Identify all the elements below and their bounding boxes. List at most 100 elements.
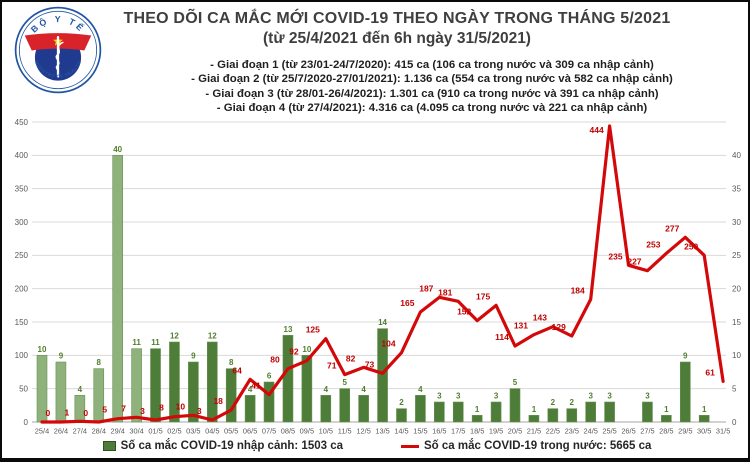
x-axis-day-label: 12/5 bbox=[356, 427, 370, 436]
x-axis-day-label: 08/5 bbox=[281, 427, 295, 436]
right-axis-tick-label: 15 bbox=[732, 318, 741, 327]
bar-value-label: 40 bbox=[113, 145, 122, 154]
note-phase-2: - Giai đoạn 2 (từ 25/7/2020-27/01/2021):… bbox=[191, 73, 673, 86]
domestic-cases-swatch-icon bbox=[401, 444, 419, 448]
x-axis-day-label: 28/5 bbox=[659, 427, 673, 436]
right-axis-tick-label: 30 bbox=[732, 218, 741, 227]
line-value-label: 235 bbox=[608, 251, 622, 261]
x-axis-day-label: 04/5 bbox=[205, 427, 219, 436]
bar-value-label: 1 bbox=[475, 405, 480, 414]
x-axis-day-label: 23/5 bbox=[565, 427, 579, 436]
line-value-label: 5 bbox=[102, 405, 107, 415]
left-axis-tick-label: 250 bbox=[15, 251, 29, 260]
line-value-label: 73 bbox=[365, 359, 375, 369]
right-axis-tick-label: 5 bbox=[732, 384, 737, 393]
imported-cases-bar bbox=[679, 361, 691, 423]
left-axis-tick-label: 0 bbox=[24, 418, 29, 427]
x-axis-day-label: 31/5 bbox=[716, 427, 730, 436]
bar-value-label: 1 bbox=[532, 405, 537, 414]
line-value-label: 165 bbox=[400, 298, 414, 308]
imported-cases-bar bbox=[471, 415, 483, 423]
x-axis-day-label: 10/5 bbox=[319, 427, 333, 436]
bar-value-label: 2 bbox=[551, 398, 556, 407]
x-axis-day-label: 26/4 bbox=[54, 427, 68, 436]
imported-cases-bar bbox=[282, 335, 294, 423]
line-value-label: 61 bbox=[705, 367, 715, 377]
x-axis-day-label: 30/4 bbox=[129, 427, 143, 436]
x-axis-day-label: 21/5 bbox=[527, 427, 541, 436]
imported-cases-bar bbox=[396, 408, 407, 423]
line-value-label: 277 bbox=[665, 223, 679, 233]
imported-cases-bar bbox=[661, 415, 672, 423]
x-axis-day-label: 05/5 bbox=[224, 427, 238, 436]
bar-value-label: 8 bbox=[97, 358, 102, 367]
left-axis-tick-label: 150 bbox=[15, 318, 29, 327]
line-value-label: 3 bbox=[197, 406, 202, 416]
line-value-label: 104 bbox=[381, 339, 395, 349]
legend-imported-label: Số ca mắc COVID-19 nhập cảnh: 1503 ca bbox=[120, 440, 343, 452]
imported-cases-bar bbox=[528, 415, 540, 423]
x-axis-day-label: 22/5 bbox=[546, 427, 560, 436]
x-axis-day-label: 03/5 bbox=[186, 427, 200, 436]
domestic-cases-line bbox=[40, 124, 725, 424]
bar-value-label: 2 bbox=[570, 398, 575, 407]
x-axis-day-label: 02/5 bbox=[167, 427, 181, 436]
bar-value-label: 4 bbox=[324, 385, 329, 394]
left-axis-tick-label: 100 bbox=[15, 351, 29, 360]
bar-value-label: 6 bbox=[267, 372, 272, 381]
x-axis-day-label: 07/5 bbox=[262, 427, 276, 436]
note-phase-3: - Giai đoạn 3 (từ 28/01-26/4/2021): 1.30… bbox=[205, 87, 659, 100]
bar-value-label: 3 bbox=[588, 392, 593, 401]
right-axis-tick-label: 40 bbox=[732, 151, 741, 160]
line-value-label: 227 bbox=[627, 257, 641, 267]
bar-value-label: 10 bbox=[302, 345, 311, 354]
line-value-label: 187 bbox=[419, 283, 433, 293]
note-phase-4: - Giai đoạn 4 (từ 27/4/2021): 4.316 ca (… bbox=[216, 102, 648, 115]
right-axis-tick-label: 35 bbox=[732, 184, 741, 193]
left-axis-tick-label: 350 bbox=[15, 184, 29, 193]
line-value-label: 0 bbox=[46, 408, 51, 418]
line-value-label: 143 bbox=[533, 313, 547, 323]
bar-value-label: 2 bbox=[399, 398, 404, 407]
imported-cases-bar bbox=[698, 415, 710, 423]
legend-domestic-label: Số ca mắc COVID-19 trong nước: 5665 ca bbox=[424, 440, 652, 452]
x-axis-day-label: 20/5 bbox=[508, 427, 522, 436]
line-value-label: 80 bbox=[270, 355, 280, 365]
imported-cases-bar bbox=[604, 401, 615, 423]
imported-cases-bar bbox=[358, 395, 369, 423]
x-axis-day-label: 25/5 bbox=[602, 427, 616, 436]
imported-cases-bar bbox=[263, 381, 275, 423]
x-axis-day-label: 29/5 bbox=[678, 427, 692, 436]
x-axis-day-label: 28/4 bbox=[92, 427, 106, 436]
x-axis-day-label: 11/5 bbox=[338, 427, 352, 436]
imported-cases-bar bbox=[188, 361, 199, 423]
x-axis-day-label: 24/5 bbox=[583, 427, 597, 436]
imported-cases-bar bbox=[131, 348, 142, 423]
line-value-label: 175 bbox=[476, 291, 490, 301]
imported-cases-bar bbox=[244, 395, 256, 423]
left-axis-tick-label: 450 bbox=[15, 118, 29, 127]
bar-value-label: 1 bbox=[664, 405, 669, 414]
bar-value-label: 4 bbox=[248, 385, 253, 394]
x-axis-day-label: 06/5 bbox=[243, 427, 257, 436]
bar-value-label: 4 bbox=[78, 385, 83, 394]
line-value-label: 7 bbox=[121, 403, 126, 413]
imported-cases-bar bbox=[434, 401, 445, 423]
imported-cases-bar bbox=[112, 155, 123, 423]
line-value-label: 181 bbox=[438, 287, 452, 297]
left-axis-tick-label: 200 bbox=[15, 284, 29, 293]
bar-value-label: 1 bbox=[702, 405, 707, 414]
line-value-label: 250 bbox=[684, 241, 698, 251]
x-axis-day-label: 16/5 bbox=[432, 427, 446, 436]
bar-value-label: 10 bbox=[38, 345, 47, 354]
x-axis-day-label: 17/5 bbox=[451, 427, 465, 436]
logo-snake-icon bbox=[55, 41, 64, 74]
imported-cases-bar bbox=[566, 408, 578, 423]
imported-cases-bar bbox=[415, 395, 426, 423]
bar-value-label: 3 bbox=[494, 392, 499, 401]
x-axis-day-label: 27/5 bbox=[640, 427, 654, 436]
right-axis-tick-label: 0 bbox=[732, 418, 737, 427]
imported-cases-bar bbox=[301, 355, 313, 423]
bar-value-label: 9 bbox=[683, 352, 688, 361]
